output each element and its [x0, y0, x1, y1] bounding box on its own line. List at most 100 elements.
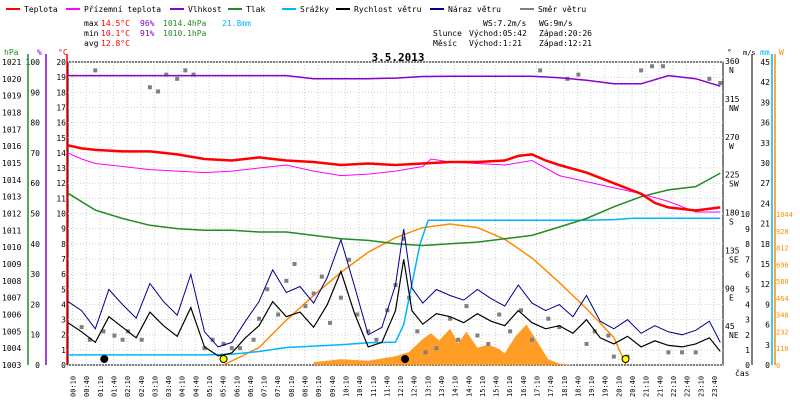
mm-tick-24: 24 [760, 199, 770, 208]
w-tick-232: 232 [776, 328, 789, 336]
wind-direction-point-25 [303, 304, 308, 309]
wind-direction-point-27 [319, 274, 324, 279]
hpa-tick-1007: 1007 [2, 294, 21, 303]
ms-tick-1: 1 [745, 346, 750, 355]
wind-direction-point-28 [328, 320, 332, 325]
direction-tick-90: 90 [725, 284, 735, 293]
wind-direction-point-42 [456, 337, 461, 342]
wind-direction-point-10 [164, 72, 169, 77]
wind-direction-point-4 [112, 333, 117, 338]
percent-tick-20: 20 [30, 300, 40, 309]
legend-item-3: Tlak [246, 5, 265, 14]
wind-direction-point-49 [529, 337, 534, 342]
mm-tick-30: 30 [760, 159, 770, 168]
w-tick-580: 580 [776, 278, 789, 286]
w-tick-348: 348 [776, 312, 789, 320]
x-tick-label-32: 16:10 [506, 376, 514, 397]
wind-direction-point-50 [538, 68, 543, 73]
x-tick-label-37: 18:40 [574, 376, 582, 397]
wind-direction-point-44 [475, 333, 480, 338]
wind-direction-point-15 [210, 337, 215, 342]
direction-label-S: S [729, 218, 734, 227]
hpa-tick-1008: 1008 [2, 277, 21, 286]
percent-tick-70: 70 [30, 149, 40, 158]
hpa-tick-1019: 1019 [2, 92, 21, 101]
moonrise-marker [100, 355, 109, 363]
x-tick-label-30: 15:10 [479, 376, 487, 397]
x-tick-label-2: 01:10 [97, 376, 105, 397]
ms-tick-0: 0 [745, 361, 750, 370]
direction-label-E: E [729, 293, 734, 302]
x-tick-label-40: 20:10 [615, 376, 623, 397]
hpa-unit: hPa [4, 48, 19, 57]
percent-tick-90: 90 [30, 88, 40, 97]
hpa-tick-1018: 1018 [2, 109, 21, 118]
legend-item-0: Teplota [24, 5, 58, 14]
legend-item-7: Směr větru [538, 5, 586, 14]
moonrise-info: Východ:1:21 [469, 39, 522, 48]
x-tick-label-6: 03:10 [151, 376, 159, 397]
ms-unit: m/s [743, 49, 756, 57]
mm-tick-18: 18 [760, 240, 770, 249]
percent-tick-0: 0 [35, 361, 40, 370]
x-tick-label-5: 02:40 [138, 376, 146, 397]
x-tick-label-14: 07:10 [261, 376, 269, 397]
hpa-tick-1009: 1009 [2, 260, 21, 269]
wind-direction-point-61 [650, 64, 655, 69]
ms-tick-2: 2 [745, 331, 750, 340]
wind-direction-point-7 [139, 337, 144, 342]
wind-direction-point-0 [79, 325, 84, 330]
mm-tick-6: 6 [765, 321, 770, 330]
direction-tick-315: 315 [725, 95, 740, 104]
wind-direction-point-60 [639, 68, 644, 73]
x-tick-label-16: 08:10 [288, 376, 296, 397]
x-tick-label-43: 21:40 [656, 376, 664, 397]
x-axis-label: čas [735, 368, 750, 378]
mm-unit: mm [760, 48, 770, 57]
ms-tick-6: 6 [745, 270, 750, 279]
wind-direction-point-18 [237, 346, 242, 351]
direction-tick-135: 135 [725, 246, 740, 255]
wind-direction-point-64 [680, 350, 685, 355]
wind-direction-point-33 [374, 337, 379, 342]
celsius-tick-19: 19 [56, 73, 66, 82]
mm-tick-45: 45 [760, 58, 770, 67]
w-tick-0: 0 [776, 362, 780, 370]
x-tick-label-25: 12:40 [411, 376, 419, 397]
hpa-tick-1015: 1015 [2, 159, 21, 168]
mm-tick-21: 21 [760, 220, 770, 229]
hpa-tick-1006: 1006 [2, 311, 21, 320]
x-tick-label-26: 13:10 [424, 376, 432, 397]
direction-label-N: N [729, 66, 734, 75]
wind-speed-info: WS:7.2m/s [483, 19, 527, 28]
direction-tick-270: 270 [725, 133, 740, 142]
wind-direction-point-12 [183, 68, 188, 73]
wind-direction-point-48 [519, 308, 524, 313]
w-tick-464: 464 [776, 295, 789, 303]
legend-item-1: Přízemní teplota [84, 5, 161, 14]
stats-max-press: 1014.4hPa [163, 19, 207, 28]
x-tick-label-34: 17:10 [534, 376, 542, 397]
wind-direction-point-38 [415, 329, 420, 334]
x-tick-label-28: 14:10 [452, 376, 460, 397]
celsius-tick-3: 3 [61, 316, 66, 325]
celsius-tick-5: 5 [61, 285, 66, 294]
celsius-tick-17: 17 [56, 103, 66, 112]
moon-label: Měsíc [433, 39, 457, 48]
percent-tick-50: 50 [30, 210, 40, 219]
direction-unit: ° [727, 48, 732, 57]
w-tick-116: 116 [776, 345, 789, 353]
wind-direction-point-14 [202, 346, 207, 351]
wind-direction-point-24 [292, 262, 297, 266]
wind-direction-point-46 [497, 312, 502, 317]
celsius-tick-11: 11 [56, 194, 66, 203]
wind-direction-point-5 [120, 337, 125, 342]
w-tick-928: 928 [776, 228, 789, 236]
wind-direction-point-45 [486, 341, 491, 346]
direction-label-W: W [729, 142, 734, 151]
x-tick-label-7: 03:40 [165, 376, 173, 397]
wind-direction-point-8 [147, 85, 152, 90]
hpa-tick-1020: 1020 [2, 75, 21, 84]
stats-min-label: min [84, 29, 99, 38]
